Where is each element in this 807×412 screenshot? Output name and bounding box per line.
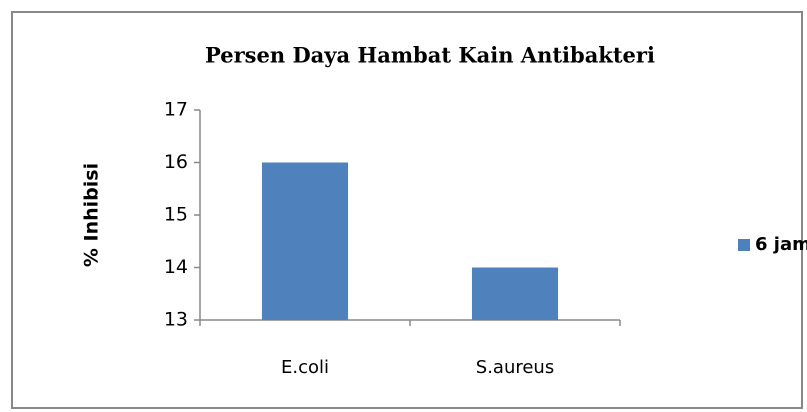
- chart-title: Persen Daya Hambat Kain Antibakteri: [205, 43, 655, 68]
- y-tick-label: 13: [164, 309, 188, 331]
- y-tick-label: 15: [164, 204, 188, 226]
- x-tick-label: E.coli: [281, 357, 329, 378]
- y-axis-label: % Inhibisi: [81, 163, 103, 267]
- y-tick-label: 16: [164, 151, 188, 173]
- legend-label: 6 jam: [755, 234, 807, 255]
- legend-swatch: [738, 239, 750, 251]
- x-tick-label: S.aureus: [476, 357, 554, 378]
- chart-frame: [11, 11, 803, 409]
- bar: [261, 162, 349, 320]
- y-tick-label: 17: [164, 99, 188, 121]
- bar: [471, 267, 559, 320]
- y-tick-label: 14: [164, 256, 188, 278]
